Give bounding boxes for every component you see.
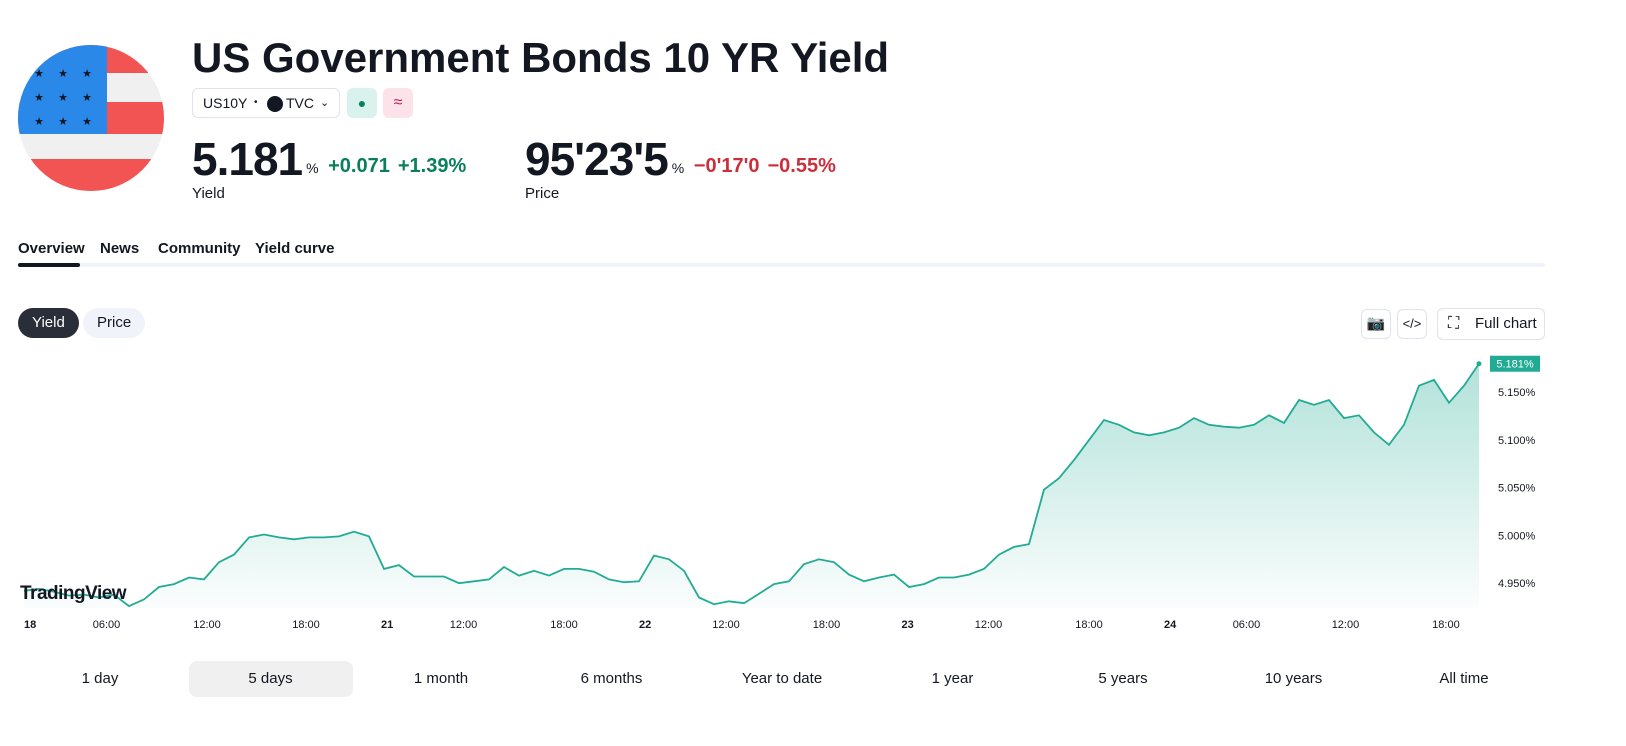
range-button[interactable]: 1 month: [413, 670, 469, 687]
x-tick-label: 23: [901, 619, 913, 631]
toggle[interactable]: Price: [83, 308, 146, 338]
full-chart-button[interactable]: ⛶ Full chart: [1437, 308, 1545, 340]
x-tick-label: 24: [1164, 619, 1177, 631]
quote-change-percent: +1.39%: [397, 155, 467, 177]
x-tick-label: 18: [24, 619, 36, 631]
x-tick-label: 12:00: [450, 619, 478, 631]
symbol: US10Y: [203, 95, 248, 111]
x-tick-label: 18:00: [292, 619, 320, 631]
separator: •: [254, 97, 258, 108]
x-tick-label: 12:00: [975, 619, 1003, 631]
tab-track: [18, 263, 1545, 267]
svg-text:★: ★: [82, 68, 92, 80]
tab[interactable]: News: [100, 240, 140, 257]
full-chart-label: Full chart: [1475, 315, 1537, 332]
x-tick-label: 06:00: [1233, 619, 1261, 631]
svg-text:★: ★: [82, 116, 92, 128]
x-tick-label: 12:00: [193, 619, 221, 631]
watermark: TradingView: [20, 583, 127, 604]
quote-change-percent: −0.55%: [767, 155, 836, 177]
svg-text:★: ★: [34, 92, 44, 104]
last-value-label: 5.181%: [1496, 359, 1534, 371]
tab[interactable]: Overview: [18, 240, 85, 257]
exchange-icon: [267, 96, 283, 112]
screenshot-button[interactable]: 📷: [1361, 309, 1391, 339]
range-button[interactable]: All time: [1439, 670, 1489, 687]
x-tick-label: 18:00: [1432, 619, 1460, 631]
svg-text:★: ★: [58, 92, 68, 104]
toggle-active[interactable]: Yield: [18, 308, 79, 338]
embed-button[interactable]: </>: [1397, 309, 1427, 339]
x-tick-label: 18:00: [550, 619, 578, 631]
range-button-active[interactable]: 5 days: [188, 661, 353, 697]
x-tick-label: 12:00: [1332, 619, 1360, 631]
indicator-badge[interactable]: ≈: [383, 88, 413, 118]
range-button[interactable]: 1 day: [81, 670, 119, 687]
fullscreen-icon: ⛶: [1448, 315, 1460, 332]
range-button[interactable]: 10 years: [1264, 670, 1323, 687]
quote-value: 95'23'5: [525, 133, 669, 185]
chevron: ⌄: [320, 97, 330, 109]
last-point: [1476, 361, 1482, 367]
quote-change: +0.071: [328, 155, 390, 177]
x-tick-label: 18:00: [813, 619, 841, 631]
range-button[interactable]: Year to date: [741, 670, 823, 687]
exchange: TVC: [286, 95, 314, 111]
svg-text:★: ★: [58, 68, 68, 80]
x-tick-label: 12:00: [712, 619, 740, 631]
quote-label: Price: [525, 185, 560, 202]
quote-value: 5.181: [192, 133, 303, 185]
y-tick-label: 5.100%: [1498, 435, 1536, 447]
tab[interactable]: Yield curve: [255, 240, 335, 257]
x-tick-label: 06:00: [93, 619, 121, 631]
quote-label: Yield: [192, 185, 225, 202]
x-tick-label: 21: [381, 619, 393, 631]
title: US Government Bonds 10 YR Yield: [192, 34, 890, 81]
tab[interactable]: Community: [158, 240, 241, 257]
area-fill: [24, 363, 1479, 608]
quote-unit: %: [306, 160, 319, 176]
market-status[interactable]: ●: [347, 88, 377, 118]
symbol-selector[interactable]: US10Y • TVC ⌄: [192, 88, 340, 118]
x-tick-label: 18:00: [1075, 619, 1103, 631]
y-tick-label: 5.150%: [1498, 387, 1536, 399]
quote-unit: %: [671, 160, 685, 176]
yield-line: [23, 363, 1480, 608]
svg-text:★: ★: [82, 92, 92, 104]
flag-icon: ★ ★ ★ ★ ★ ★ ★ ★ ★: [18, 45, 164, 191]
last-value-badge: [1490, 355, 1540, 372]
range-button[interactable]: 5 years: [1098, 670, 1148, 687]
svg-text:★: ★: [58, 116, 68, 128]
x-tick-label: 22: [639, 619, 651, 631]
quote-change: −0'17'0: [693, 155, 760, 177]
y-tick-label: 5.050%: [1498, 483, 1536, 495]
svg-text:★: ★: [34, 116, 44, 128]
y-tick-label: 5.000%: [1498, 530, 1536, 542]
tab-active-indicator: [18, 263, 80, 267]
range-button[interactable]: 1 year: [931, 670, 974, 687]
y-tick-label: 4.950%: [1498, 578, 1536, 590]
svg-text:★: ★: [34, 68, 44, 80]
range-button[interactable]: 6 months: [580, 670, 643, 687]
